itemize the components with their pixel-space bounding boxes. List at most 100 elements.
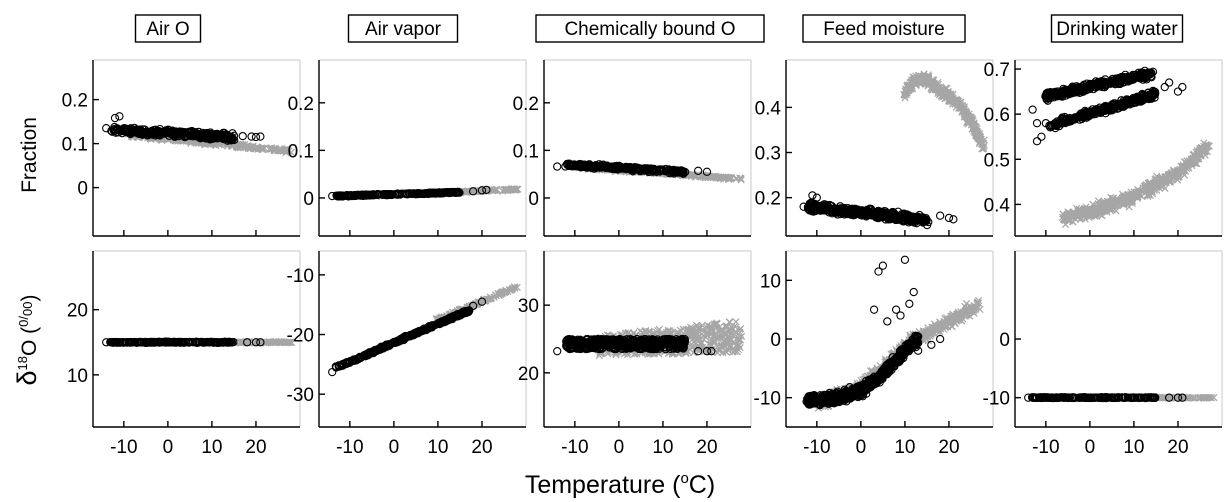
point-observed [163, 337, 172, 346]
point-observed [612, 163, 622, 172]
point-observed [563, 160, 572, 169]
point-observed [468, 301, 478, 311]
point-projected [690, 331, 699, 340]
point-observed [238, 131, 247, 141]
point-projected [244, 144, 253, 153]
point-observed [154, 126, 163, 136]
point-projected [720, 173, 729, 181]
point-projected [697, 339, 705, 347]
x-tick-label: -10 [561, 437, 588, 458]
point-projected [254, 338, 262, 347]
point-observed [477, 297, 487, 306]
data-points [102, 112, 295, 157]
point-observed [812, 193, 821, 202]
point-projected [679, 325, 687, 333]
point-projected [709, 337, 717, 345]
point-observed [620, 341, 629, 350]
y-tick-label: 10 [67, 366, 88, 387]
point-observed [400, 189, 410, 198]
point-projected [955, 104, 963, 112]
point-observed [251, 338, 261, 347]
point-projected [712, 347, 720, 355]
point-projected [943, 89, 951, 97]
point-observed [825, 200, 834, 210]
point-projected [923, 72, 931, 81]
point-observed [431, 189, 441, 198]
point-observed [347, 191, 356, 200]
point-observed [209, 130, 218, 140]
x-tick-label: 20 [471, 437, 492, 458]
point-observed [610, 344, 620, 354]
point-observed [363, 191, 372, 200]
point-observed [226, 338, 236, 347]
point-observed [576, 160, 586, 170]
point-observed [110, 113, 120, 123]
point-projected [501, 185, 510, 194]
point-observed [898, 215, 907, 224]
point-observed [578, 162, 587, 171]
point-projected [716, 345, 725, 354]
point-observed [188, 338, 198, 347]
point-observed [944, 213, 954, 223]
point-projected [710, 337, 719, 345]
x-tick-label: 10 [652, 437, 673, 458]
point-projected [957, 309, 966, 317]
point-observed [247, 132, 256, 141]
point-observed [139, 129, 148, 139]
y-tick-label: 0 [528, 189, 539, 210]
point-observed [212, 338, 221, 347]
point-projected [729, 332, 737, 340]
point-observed [621, 163, 630, 172]
point-observed [242, 338, 252, 347]
x-tick-label: 0 [389, 437, 400, 458]
point-projected [705, 347, 713, 356]
point-projected [715, 323, 723, 331]
point-observed [448, 314, 457, 323]
point-observed [645, 337, 655, 347]
point-observed [393, 336, 402, 346]
y-tick-label: 0.2 [755, 189, 781, 210]
point-observed [648, 164, 657, 174]
point-observed [373, 346, 382, 355]
point-projected [488, 186, 496, 194]
point-observed [124, 337, 133, 347]
point-observed [379, 189, 389, 199]
y-tick-label: 0.2 [62, 91, 88, 112]
panel-feed-moisture-fraction: 0.20.30.4 [755, 59, 994, 237]
point-observed [338, 191, 347, 200]
point-projected [948, 312, 956, 320]
y-tick-label: 0.2 [288, 94, 314, 115]
point-projected [943, 91, 951, 99]
point-observed [453, 312, 463, 321]
point-observed [199, 338, 208, 347]
point-observed [678, 334, 687, 344]
data-points [328, 185, 522, 201]
x-tick-label: 10 [427, 437, 448, 458]
point-observed [102, 124, 111, 133]
point-projected [732, 328, 740, 336]
point-observed [635, 165, 644, 174]
point-observed [179, 129, 188, 139]
point-observed [693, 166, 703, 175]
point-projected [924, 337, 932, 345]
point-observed [949, 215, 958, 224]
point-observed [569, 336, 579, 345]
point-observed [576, 335, 585, 344]
point-observed [130, 127, 139, 136]
panel-air-vapor-delta18o: -30-20-10-10 0 10 20 [287, 250, 527, 458]
point-observed [365, 190, 375, 200]
point-observed [606, 338, 615, 348]
point-observed [351, 191, 360, 200]
point-projected [960, 110, 968, 118]
point-observed [332, 362, 341, 372]
point-observed [553, 347, 562, 356]
x-tick-label: 0 [163, 437, 174, 458]
point-observed [809, 201, 818, 211]
point-observed [845, 209, 855, 218]
point-observed [353, 354, 362, 364]
point-projected [963, 114, 972, 122]
point-observed [884, 215, 893, 224]
point-observed [654, 343, 663, 352]
point-observed [645, 164, 654, 174]
